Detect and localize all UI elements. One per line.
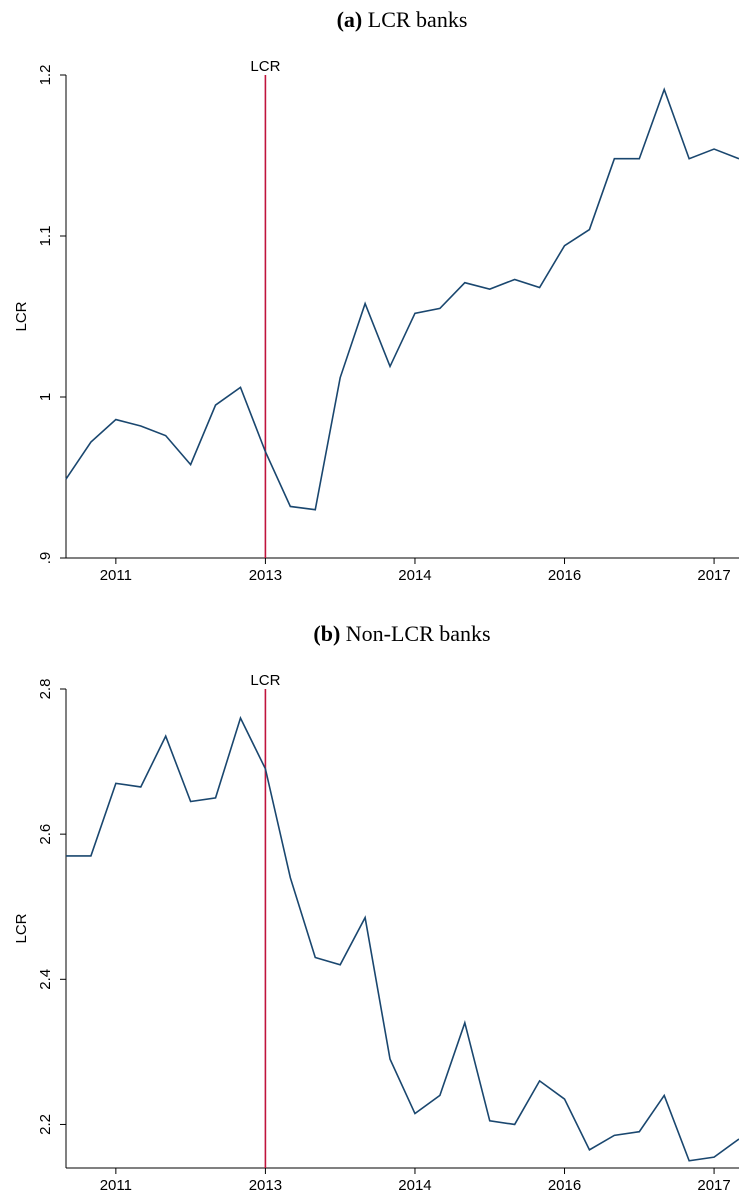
title-text: Non-LCR banks [346, 621, 491, 646]
y-tick-label: 1.2 [37, 65, 54, 86]
panel-title: (a) LCR banks [337, 7, 468, 32]
y-tick-label: 2.4 [37, 969, 54, 990]
y-tick-label: 2.2 [37, 1114, 54, 1135]
y-axis-label: LCR [13, 301, 30, 331]
title-text: LCR banks [368, 7, 468, 32]
x-tick-label: 2011 [100, 1177, 132, 1194]
x-tick-label: 2013 [249, 1177, 282, 1194]
x-tick-label: 2017 [697, 567, 730, 584]
y-tick-label: 1 [37, 393, 54, 401]
y-tick-label: .9 [37, 552, 54, 565]
panel-label: (a) [337, 7, 363, 32]
panel-label: (b) [313, 621, 340, 646]
x-tick-label: 2017 [697, 1177, 730, 1194]
x-tick-label: 2016 [548, 567, 581, 584]
x-tick-label: 2014 [398, 1177, 431, 1194]
y-axis-label: LCR [13, 913, 30, 943]
x-tick-label: 2013 [249, 567, 282, 584]
x-tick-label: 2011 [100, 567, 132, 584]
x-tick-label: 2014 [398, 567, 431, 584]
data-line [65, 87, 739, 511]
event-label: LCR [250, 672, 280, 689]
y-tick-label: 2.8 [37, 679, 54, 700]
y-tick-label: 2.6 [37, 824, 54, 845]
data-line [66, 715, 739, 1162]
event-label: LCR [250, 58, 280, 75]
x-tick-label: 2016 [548, 1177, 581, 1194]
panel-title: (b) Non-LCR banks [313, 621, 490, 646]
y-tick-label: 1.1 [37, 226, 54, 247]
